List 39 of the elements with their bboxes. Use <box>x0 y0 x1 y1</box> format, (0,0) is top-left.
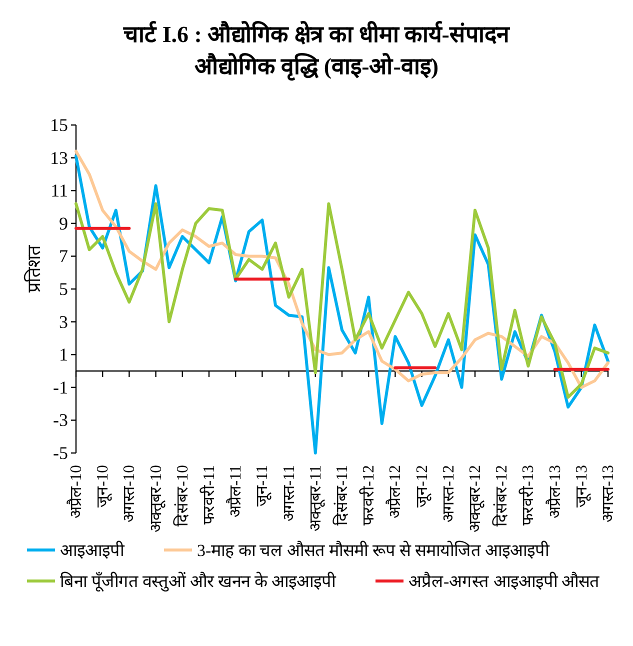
legend-label: 3-माह का चल औसत मौसमी रूप से समायोजित आइआइपी <box>197 540 550 560</box>
x-tick-label: दिसंबर-12 <box>492 465 511 526</box>
x-tick-label: अक्तूबर-11 <box>307 465 326 532</box>
legend-label: बिना पूँजीगत वस्तुओं और खनन के आइआइपी <box>60 571 336 592</box>
y-axis-title: प्रतिशत <box>23 244 44 292</box>
x-tick-label: अप्रैल-12 <box>385 465 404 518</box>
y-tick-label: 1 <box>59 344 68 365</box>
x-tick-label: अगस्त-10 <box>121 465 138 522</box>
x-tick-label: फरवरी-12 <box>358 465 378 526</box>
legend-label: अप्रैल-अगस्त आइआइपी औसत <box>408 571 600 591</box>
y-tick-label: 15 <box>50 115 68 135</box>
x-tick-label: अप्रैल-11 <box>226 465 245 518</box>
y-tick-label: -1 <box>53 377 68 398</box>
y-tick-label: 3 <box>59 312 68 332</box>
x-tick-label: अप्रैल-13 <box>544 465 564 518</box>
x-tick-label: दिसंबर-11 <box>332 465 351 526</box>
line-series <box>74 202 610 399</box>
x-tick-label: अगस्त-12 <box>440 465 458 522</box>
x-tick-label: अगस्त-13 <box>600 465 617 522</box>
x-tick-label: जून-10 <box>94 465 113 508</box>
x-tick-label: अगस्त-11 <box>280 465 298 522</box>
x-tick-label: अप्रैल-10 <box>66 465 85 518</box>
x-tick-label: अक्तूबर-10 <box>148 465 166 532</box>
y-tick-label: 11 <box>50 180 68 201</box>
x-tick-label: जून-11 <box>254 465 272 507</box>
legend-label: आइआइपी <box>60 540 125 560</box>
x-tick-label: अक्तूबर-12 <box>467 465 485 532</box>
y-tick-label: -3 <box>53 410 68 430</box>
y-tick-label: 9 <box>59 213 68 234</box>
x-tick-label: फरवरी-11 <box>199 465 218 525</box>
y-tick-label: -5 <box>53 443 68 463</box>
y-tick-label: 7 <box>59 246 68 266</box>
chart-title: चार्ट I.6 : औद्योगिक क्षेत्र का धीमा कार्य-संपादन औद्योगिक वृद्धि (वाइ-ओ-वाइ) <box>122 20 510 81</box>
y-tick-label: 13 <box>50 148 68 168</box>
x-tick-label: जून-13 <box>573 465 592 508</box>
x-tick-label: दिसंबर-10 <box>172 465 192 526</box>
x-tick-label: जून-12 <box>414 465 432 508</box>
y-tick-label: 5 <box>59 279 68 299</box>
x-tick-label: फरवरी-13 <box>518 465 538 526</box>
